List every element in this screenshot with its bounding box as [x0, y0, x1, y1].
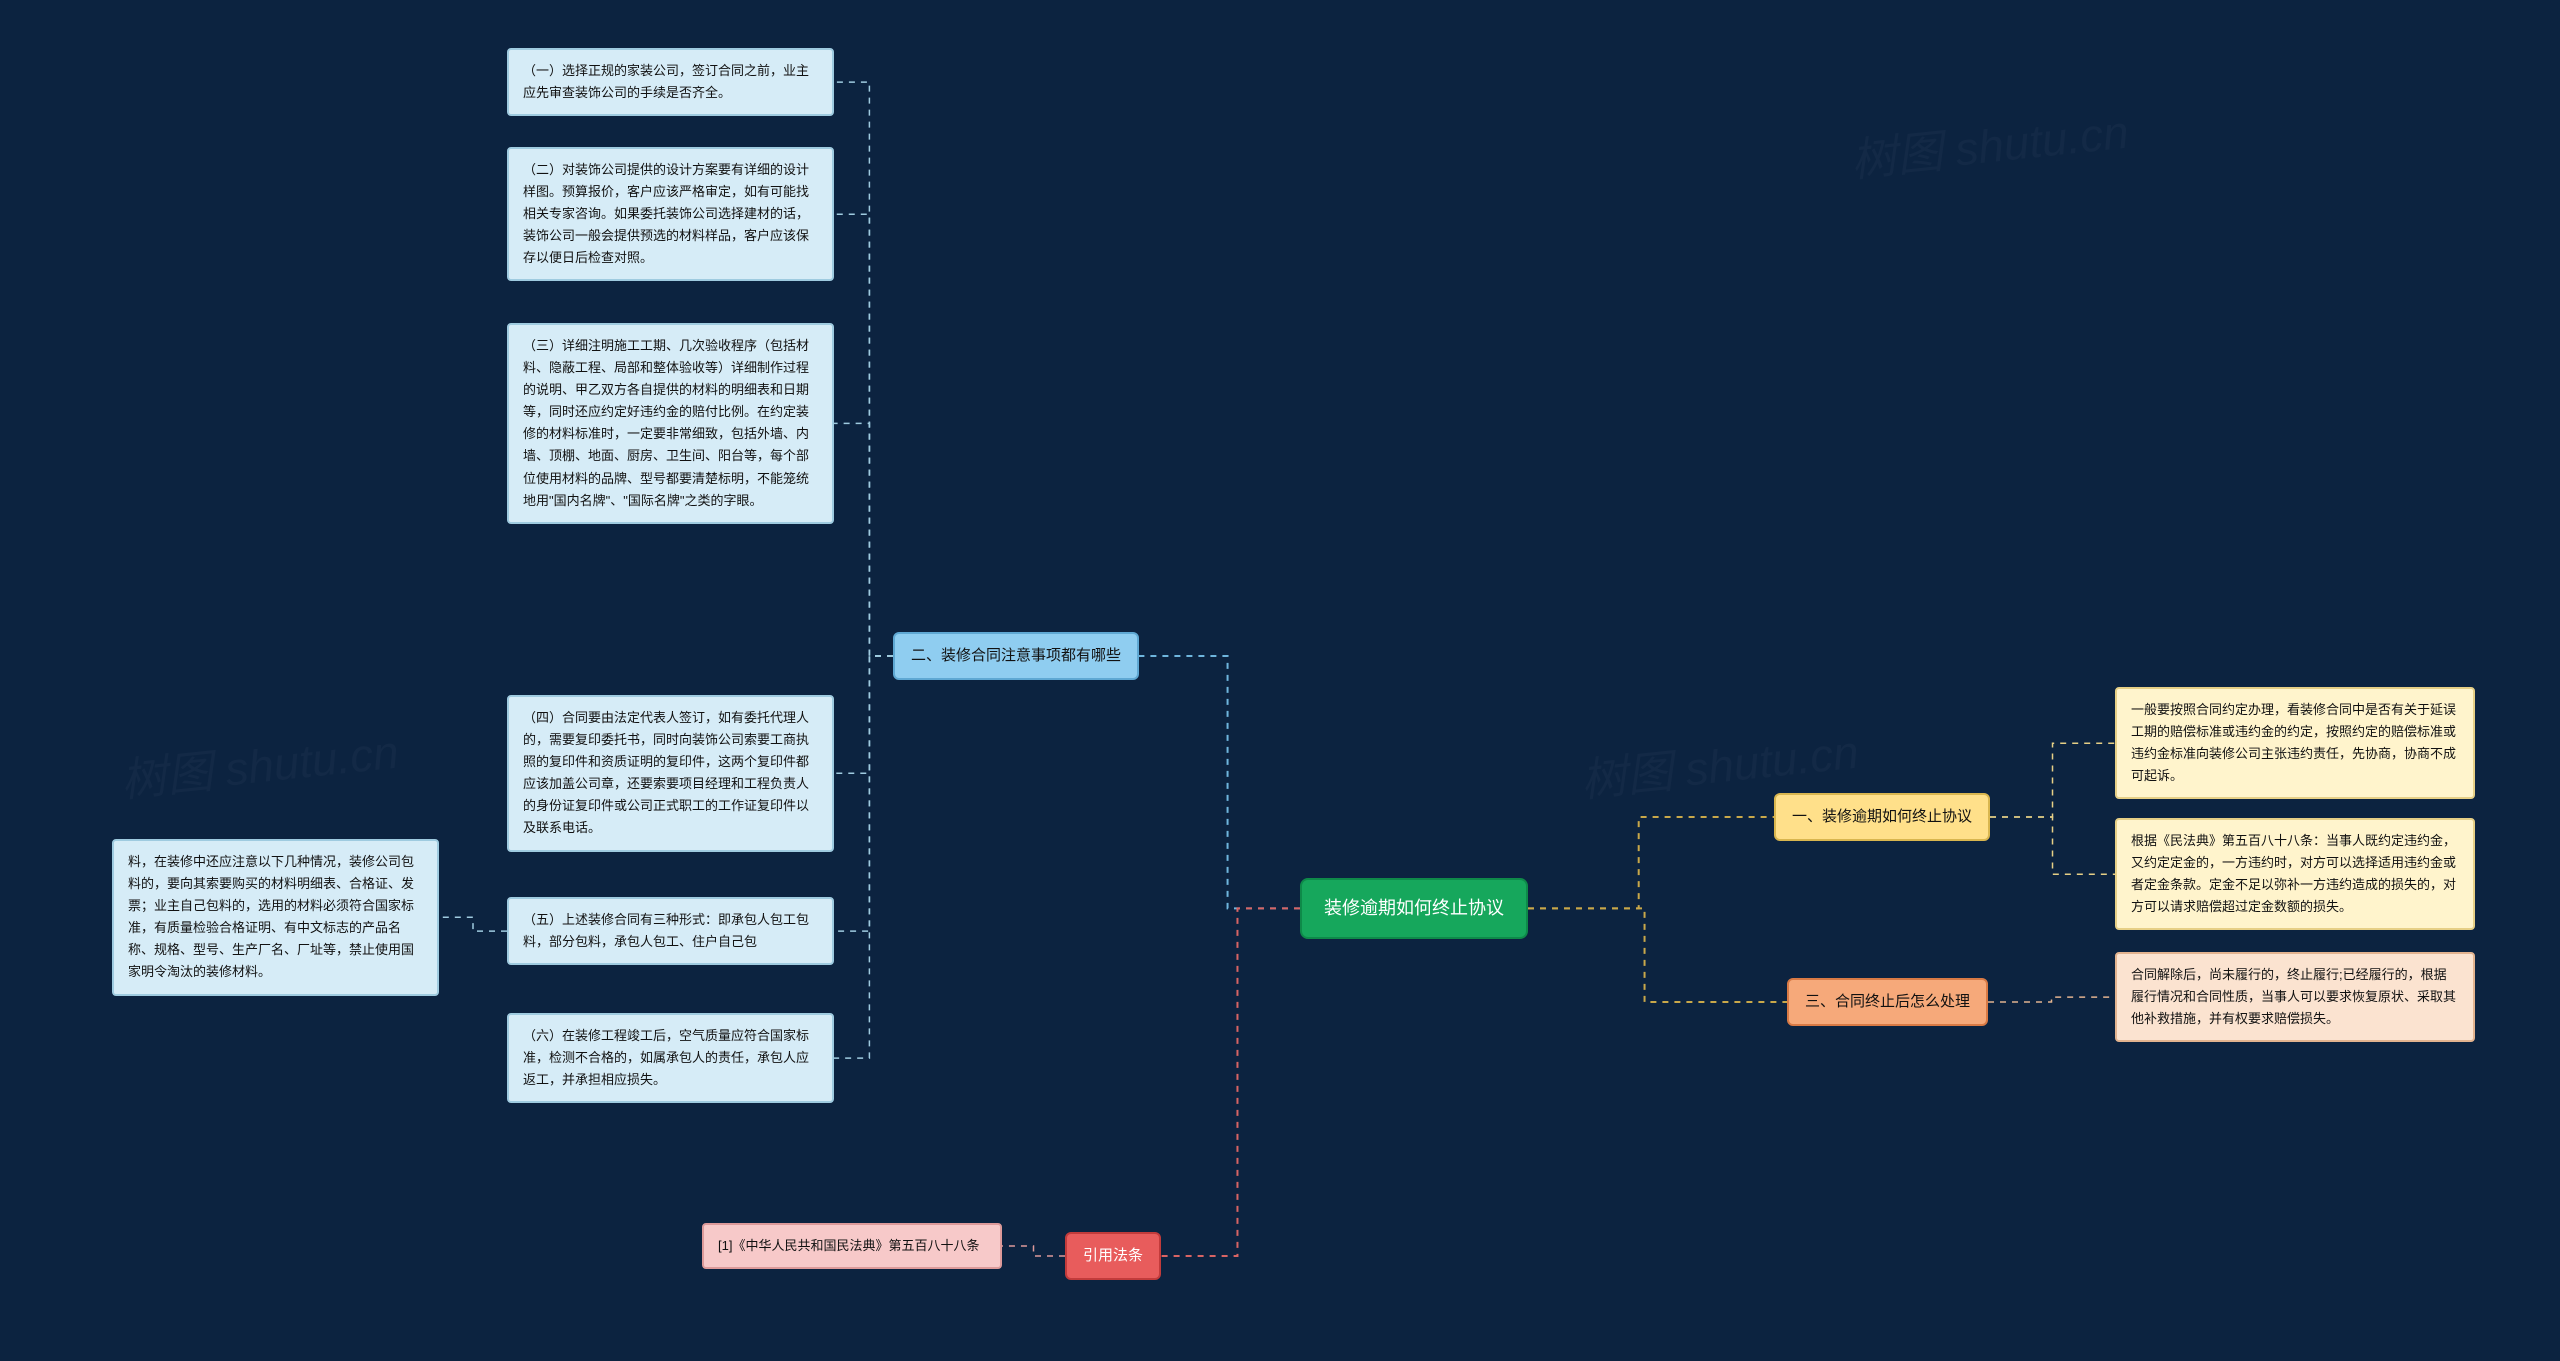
leaf-2c: （三）详细注明施工工期、几次验收程序（包括材料、隐蔽工程、局部和整体验收等）详细…: [507, 323, 834, 524]
leaf-citation: [1]《中华人民共和国民法典》第五百八十八条: [702, 1223, 1002, 1269]
leaf-2f: （六）在装修工程竣工后，空气质量应符合国家标准，检测不合格的，如属承包人的责任，…: [507, 1013, 834, 1103]
root-node: 装修逾期如何终止协议: [1300, 878, 1528, 939]
branch-citation: 引用法条: [1065, 1232, 1161, 1280]
leaf-2e-extra: 料，在装修中还应注意以下几种情况，装修公司包料的，要向其索要购买的材料明细表、合…: [112, 839, 439, 996]
connector-layer: [0, 0, 2560, 1361]
branch-2: 二、装修合同注意事项都有哪些: [893, 632, 1139, 680]
watermark: 树图 shutu.cn: [1847, 96, 2131, 191]
leaf-1b: 根据《民法典》第五百八十八条：当事人既约定违约金，又约定定金的，一方违约时，对方…: [2115, 818, 2475, 930]
leaf-1a: 一般要按照合同约定办理，看装修合同中是否有关于延误工期的赔偿标准或违约金的约定，…: [2115, 687, 2475, 799]
leaf-2a: （一）选择正规的家装公司，签订合同之前，业主应先审查装饰公司的手续是否齐全。: [507, 48, 834, 116]
leaf-2d: （四）合同要由法定代表人签订，如有委托代理人的，需要复印委托书，同时向装饰公司索…: [507, 695, 834, 852]
branch-1: 一、装修逾期如何终止协议: [1774, 793, 1990, 841]
branch-3: 三、合同终止后怎么处理: [1787, 978, 1988, 1026]
leaf-3a: 合同解除后，尚未履行的，终止履行;已经履行的，根据履行情况和合同性质，当事人可以…: [2115, 952, 2475, 1042]
leaf-2b: （二）对装饰公司提供的设计方案要有详细的设计样图。预算报价，客户应该严格审定，如…: [507, 147, 834, 281]
leaf-2e: （五）上述装修合同有三种形式：即承包人包工包料，部分包料，承包人包工、住户自己包: [507, 897, 834, 965]
watermark: 树图 shutu.cn: [117, 716, 401, 811]
